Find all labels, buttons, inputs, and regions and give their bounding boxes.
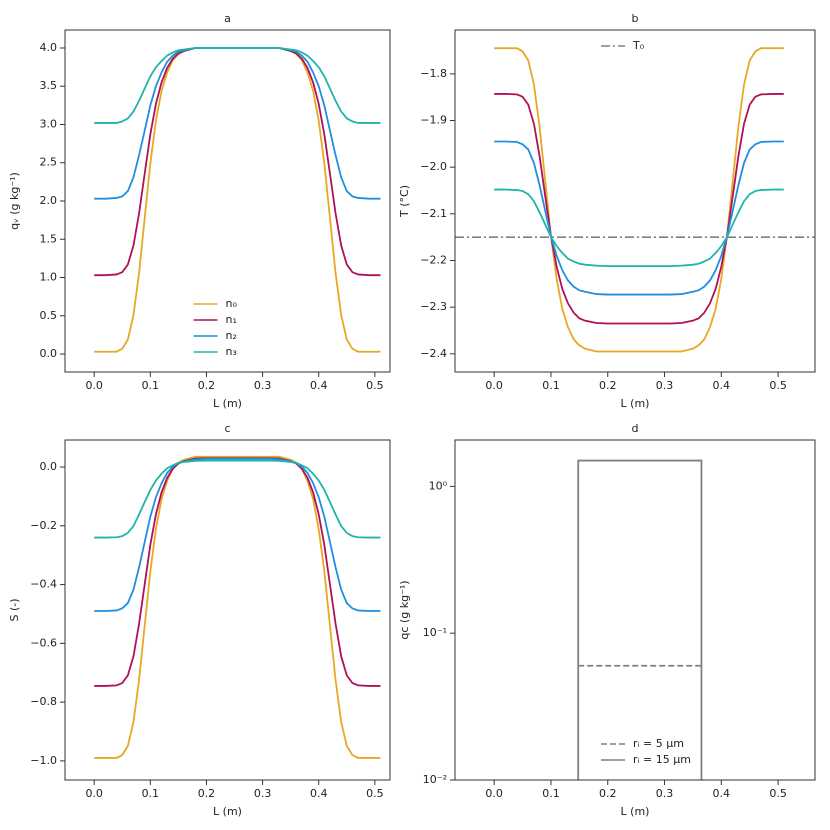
x-tick-label: 0.0: [485, 379, 503, 392]
y-axis-label: T (°C): [398, 185, 411, 218]
x-tick-label: 0.3: [254, 787, 272, 800]
x-tick-label: 0.3: [254, 379, 272, 392]
y-tick-label: −0.4: [30, 578, 57, 591]
legend-label: rᵢ = 5 μm: [633, 737, 684, 750]
series-line: [94, 47, 381, 353]
x-tick-label: 0.2: [599, 379, 617, 392]
panel: c L (m) S (-) 0.0 0.1 0.2 0.3 0.4 0.5 0.0 −0.2 −0.4…: [8, 422, 391, 818]
y-tick-label: 10⁰: [429, 479, 448, 492]
panel: a L (m) qᵥ (g kg⁻¹) 0.0 0.1 0.2 0.3 0.4 0.5 0.0 0.…: [8, 12, 391, 410]
panel-title: d: [632, 422, 639, 435]
series-line: [494, 140, 784, 296]
series-line: [94, 47, 381, 200]
y-tick-label: 0.0: [40, 347, 58, 360]
y-tick-label: 1.0: [40, 271, 58, 284]
axes-frame: [454, 29, 816, 373]
x-tick-label: 0.4: [310, 787, 328, 800]
x-tick-label: 0.3: [656, 379, 674, 392]
y-tick-label: 4.0: [40, 41, 58, 54]
x-tick-label: 0.2: [198, 379, 216, 392]
axes-frame: [64, 29, 391, 373]
y-axis-label: S (-): [8, 598, 21, 621]
series-line: [494, 93, 784, 325]
legend-label: n₃: [226, 345, 237, 358]
x-axis-label: L (m): [213, 805, 242, 818]
x-axis-label: L (m): [621, 397, 650, 410]
x-tick-label: 0.5: [769, 787, 787, 800]
x-tick-label: 0.0: [485, 787, 503, 800]
x-tick-label: 0.5: [366, 379, 384, 392]
panel: d L (m) qc (g kg⁻¹) 0.0 0.1 0.2 0.3 0.4 0.5 10⁻² 1…: [398, 422, 816, 818]
y-tick-label: −2.0: [420, 160, 447, 173]
y-tick-label: −0.6: [30, 636, 57, 649]
y-tick-label: −2.4: [420, 347, 447, 360]
y-tick-label: −0.8: [30, 695, 57, 708]
axes-frame: [454, 439, 816, 781]
y-tick-label: 0.0: [40, 460, 58, 473]
axes-frame: [64, 439, 391, 781]
y-tick-label: 3.5: [40, 79, 58, 92]
x-tick-label: 0.5: [366, 787, 384, 800]
x-tick-label: 0.3: [656, 787, 674, 800]
x-tick-label: 0.2: [599, 787, 617, 800]
y-axis-label: qc (g kg⁻¹): [398, 580, 411, 639]
series-line: [94, 457, 381, 612]
y-tick-label: −1.9: [420, 114, 447, 127]
panel-title: b: [632, 12, 639, 25]
panel: b L (m) T (°C) 0.0 0.1 0.2 0.3 0.4 0.5 −1.8 −1.9 −2…: [398, 12, 816, 410]
x-tick-label: 0.1: [542, 379, 560, 392]
legend-label: n₂: [226, 329, 237, 342]
panel-title: c: [224, 422, 230, 435]
x-tick-label: 0.1: [142, 787, 160, 800]
x-tick-label: 0.1: [142, 379, 160, 392]
series-line: [94, 47, 381, 124]
legend-label: n₀: [226, 297, 238, 310]
legend-label: T₀: [632, 39, 645, 52]
x-tick-label: 0.0: [85, 379, 103, 392]
legend-label: rᵢ = 15 μm: [633, 753, 691, 766]
x-tick-label: 0.4: [310, 379, 328, 392]
x-tick-label: 0.0: [85, 787, 103, 800]
series-line: [494, 188, 784, 267]
legend-label: n₁: [226, 313, 237, 326]
x-tick-label: 0.2: [198, 787, 216, 800]
y-tick-label: −2.3: [420, 300, 447, 313]
panel-title: a: [224, 12, 231, 25]
series-line: [577, 459, 703, 780]
y-tick-label: 2.5: [40, 156, 58, 169]
series-line: [94, 459, 381, 539]
x-axis-label: L (m): [213, 397, 242, 410]
y-tick-label: 2.0: [40, 194, 58, 207]
x-tick-label: 0.4: [713, 379, 731, 392]
y-tick-label: 10⁻²: [423, 773, 447, 786]
y-tick-label: 10⁻¹: [423, 626, 447, 639]
x-axis-label: L (m): [621, 805, 650, 818]
y-tick-label: 1.5: [40, 232, 58, 245]
y-axis-label: qᵥ (g kg⁻¹): [8, 172, 21, 230]
series-line: [94, 455, 381, 759]
x-tick-label: 0.1: [542, 787, 560, 800]
x-tick-label: 0.5: [769, 379, 787, 392]
y-tick-label: −1.8: [420, 67, 447, 80]
series-line: [494, 47, 784, 353]
y-tick-label: −2.2: [420, 253, 447, 266]
y-tick-label: 3.0: [40, 117, 58, 130]
x-tick-label: 0.4: [713, 787, 731, 800]
y-tick-label: −2.1: [420, 207, 447, 220]
y-tick-label: −1.0: [30, 754, 57, 767]
y-tick-label: −0.2: [30, 519, 57, 532]
y-tick-label: 0.5: [40, 309, 58, 322]
